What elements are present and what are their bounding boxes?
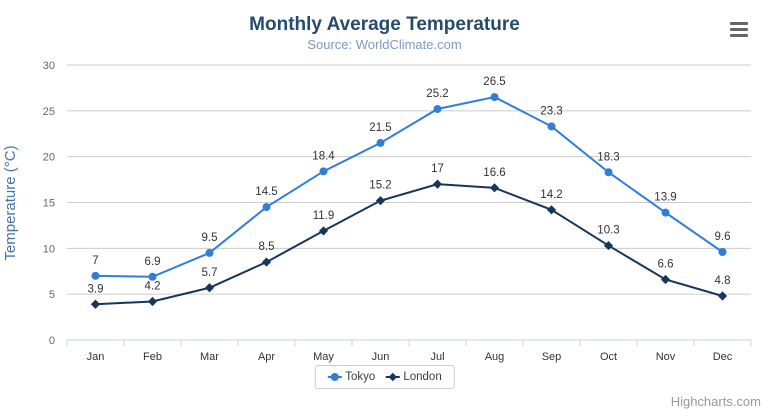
svg-text:21.5: 21.5 <box>369 122 391 134</box>
svg-text:8.5: 8.5 <box>259 241 275 253</box>
svg-text:10: 10 <box>43 243 55 255</box>
svg-text:23.3: 23.3 <box>540 105 562 117</box>
svg-text:May: May <box>313 351 334 363</box>
svg-text:Oct: Oct <box>600 351 617 363</box>
svg-text:4.8: 4.8 <box>715 275 731 287</box>
svg-text:Jun: Jun <box>372 351 390 363</box>
svg-text:15: 15 <box>43 198 55 210</box>
svg-text:25.2: 25.2 <box>426 88 448 100</box>
svg-text:14.5: 14.5 <box>255 186 277 198</box>
svg-text:3.9: 3.9 <box>88 283 104 295</box>
svg-text:Dec: Dec <box>713 351 733 363</box>
svg-text:6.6: 6.6 <box>658 259 674 271</box>
svg-text:18.3: 18.3 <box>597 151 619 163</box>
svg-text:Mar: Mar <box>200 351 219 363</box>
svg-text:26.5: 26.5 <box>483 76 505 88</box>
svg-text:Sep: Sep <box>542 351 562 363</box>
svg-text:4.2: 4.2 <box>145 281 161 293</box>
svg-text:14.2: 14.2 <box>540 189 562 201</box>
svg-text:5: 5 <box>49 289 55 301</box>
svg-text:6.9: 6.9 <box>145 256 161 268</box>
svg-text:25: 25 <box>43 106 55 118</box>
svg-text:Jan: Jan <box>87 351 105 363</box>
svg-text:Apr: Apr <box>258 351 275 363</box>
svg-text:0: 0 <box>49 335 55 347</box>
svg-text:Aug: Aug <box>485 351 505 363</box>
svg-text:Jul: Jul <box>430 351 444 363</box>
svg-text:17: 17 <box>431 163 444 175</box>
svg-text:9.5: 9.5 <box>202 232 218 244</box>
svg-text:Nov: Nov <box>656 351 676 363</box>
svg-text:20: 20 <box>43 152 55 164</box>
svg-text:13.9: 13.9 <box>654 192 676 204</box>
svg-text:9.6: 9.6 <box>715 231 731 243</box>
svg-text:16.6: 16.6 <box>483 167 505 179</box>
svg-text:7: 7 <box>92 255 98 267</box>
svg-text:18.4: 18.4 <box>312 150 335 162</box>
svg-text:Feb: Feb <box>143 351 162 363</box>
svg-text:15.2: 15.2 <box>369 180 391 192</box>
svg-text:30: 30 <box>43 60 55 72</box>
svg-text:10.3: 10.3 <box>597 225 619 237</box>
svg-text:11.9: 11.9 <box>313 210 335 222</box>
svg-text:Temperature (°C): Temperature (°C) <box>2 145 19 260</box>
svg-text:5.7: 5.7 <box>202 267 218 279</box>
